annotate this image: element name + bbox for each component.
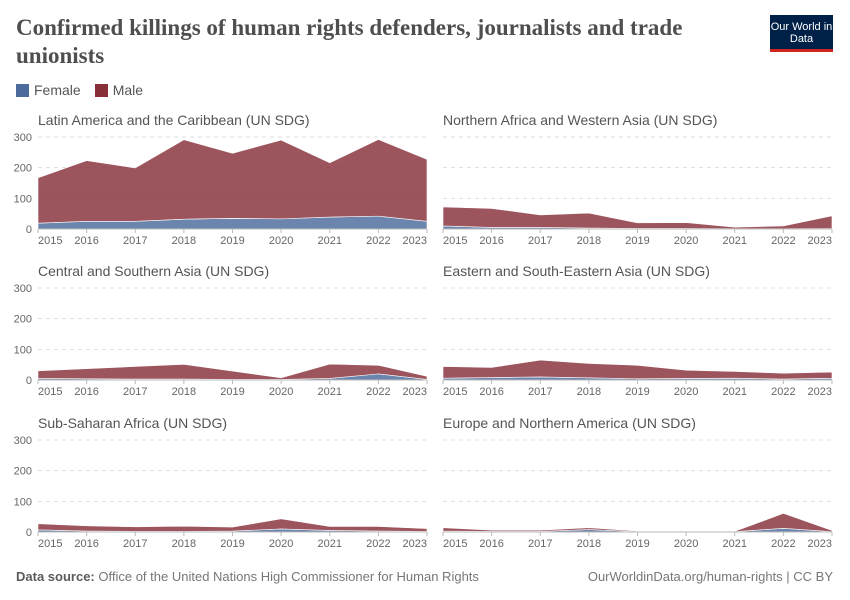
area-male [37, 363, 428, 380]
legend-item-female[interactable]: Female [16, 82, 81, 98]
x-tick-label: 2019 [220, 235, 244, 247]
x-tick-label: 2023 [808, 235, 832, 247]
y-tick-label: 100 [14, 496, 32, 508]
y-tick-label: 0 [26, 375, 32, 387]
owid-logo[interactable]: Our World in Data [770, 15, 833, 52]
panel-title: Northern Africa and Western Asia (UN SDG… [443, 112, 717, 128]
x-tick-label: 2020 [674, 538, 698, 550]
x-tick-label: 2017 [528, 386, 552, 398]
x-tick-label: 2018 [577, 235, 601, 247]
legend: Female Male [16, 82, 143, 98]
y-tick-label: 300 [14, 435, 32, 447]
x-tick-label: 2020 [269, 386, 293, 398]
x-tick-label: 2017 [528, 235, 552, 247]
x-tick-label: 2016 [479, 235, 503, 247]
x-tick-label: 2016 [74, 386, 98, 398]
legend-label-male: Male [112, 82, 144, 98]
x-tick-label: 2021 [318, 538, 342, 550]
panel-title: Eastern and South-Eastern Asia (UN SDG) [443, 263, 710, 279]
legend-swatch-male [94, 83, 108, 97]
x-tick-label: 2018 [577, 386, 601, 398]
x-tick-label: 2019 [220, 386, 244, 398]
area-male [37, 518, 428, 532]
x-tick-label: 2015 [38, 235, 62, 247]
panel-title: Sub-Saharan Africa (UN SDG) [38, 415, 227, 431]
x-tick-label: 2017 [123, 386, 147, 398]
x-tick-label: 2023 [403, 235, 427, 247]
panel-title: Latin America and the Caribbean (UN SDG) [38, 112, 310, 128]
data-source: Data source: Office of the United Nation… [16, 569, 479, 584]
x-tick-label: 2021 [723, 386, 747, 398]
area-male [442, 512, 833, 533]
x-tick-label: 2019 [625, 538, 649, 550]
x-tick-label: 2016 [74, 235, 98, 247]
footer-link[interactable]: OurWorldinData.org/human-rights | CC BY [587, 569, 833, 584]
source-label: Data source: [16, 569, 95, 584]
x-tick-label: 2023 [808, 538, 832, 550]
x-tick-label: 2021 [723, 538, 747, 550]
x-tick-label: 2022 [366, 386, 390, 398]
legend-label-female: Female [34, 82, 81, 98]
y-tick-label: 100 [14, 193, 32, 205]
chart-title: Confirmed killings of human rights defen… [16, 15, 683, 68]
x-tick-label: 2019 [220, 538, 244, 550]
y-tick-label: 0 [26, 224, 32, 236]
y-tick-label: 0 [26, 527, 32, 539]
x-tick-label: 2021 [723, 235, 747, 247]
y-tick-label: 100 [14, 344, 32, 356]
x-tick-label: 2021 [318, 235, 342, 247]
x-tick-label: 2015 [38, 386, 62, 398]
x-tick-label: 2018 [172, 235, 196, 247]
x-tick-label: 2022 [771, 235, 795, 247]
x-tick-label: 2019 [625, 235, 649, 247]
x-tick-label: 2023 [403, 386, 427, 398]
x-tick-label: 2018 [172, 538, 196, 550]
legend-swatch-female [16, 83, 29, 97]
x-tick-label: 2017 [528, 538, 552, 550]
x-tick-label: 2021 [318, 386, 342, 398]
x-tick-label: 2015 [443, 235, 467, 247]
x-tick-label: 2015 [38, 538, 62, 550]
x-tick-label: 2016 [479, 386, 503, 398]
x-tick-label: 2023 [808, 386, 832, 398]
x-tick-label: 2020 [674, 235, 698, 247]
x-tick-label: 2015 [443, 386, 467, 398]
x-tick-label: 2023 [403, 538, 427, 550]
x-tick-label: 2016 [479, 538, 503, 550]
legend-item-male[interactable]: Male [94, 82, 144, 98]
x-tick-label: 2020 [674, 386, 698, 398]
x-tick-label: 2020 [269, 235, 293, 247]
x-tick-label: 2022 [366, 235, 390, 247]
x-tick-label: 2022 [771, 386, 795, 398]
x-tick-label: 2016 [74, 538, 98, 550]
panel-title: Europe and Northern America (UN SDG) [443, 415, 696, 431]
x-tick-label: 2015 [443, 538, 467, 550]
area-male [37, 139, 428, 224]
y-tick-label: 300 [14, 132, 32, 144]
source-text: Office of the United Nations High Commis… [98, 569, 479, 584]
x-tick-label: 2017 [123, 538, 147, 550]
y-tick-label: 200 [14, 314, 32, 326]
x-tick-label: 2019 [625, 386, 649, 398]
y-tick-label: 300 [14, 283, 32, 295]
x-tick-label: 2018 [172, 386, 196, 398]
x-tick-label: 2022 [366, 538, 390, 550]
x-tick-label: 2022 [771, 538, 795, 550]
area-male [442, 206, 833, 229]
x-tick-label: 2017 [123, 235, 147, 247]
area-male [442, 359, 833, 380]
x-tick-label: 2018 [577, 538, 601, 550]
y-tick-label: 200 [14, 466, 32, 478]
x-tick-label: 2020 [269, 538, 293, 550]
y-tick-label: 200 [14, 163, 32, 175]
panel-title: Central and Southern Asia (UN SDG) [38, 263, 269, 279]
